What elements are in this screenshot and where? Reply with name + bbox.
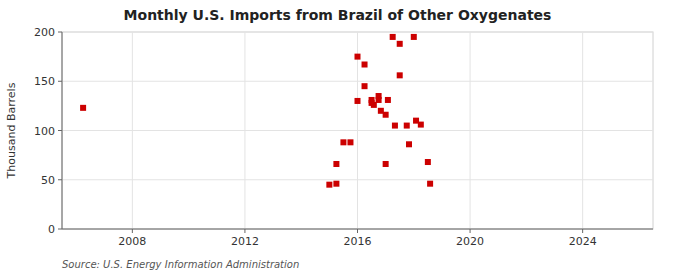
scatter-point — [362, 62, 368, 68]
y-tick — [58, 32, 62, 33]
x-tick-label: 2020 — [456, 235, 484, 248]
scatter-point — [362, 83, 368, 89]
scatter-point — [418, 122, 424, 128]
scatter-point — [427, 181, 433, 187]
chart-svg: 2008 2012 2016 2020 2024 0 50 100 150 200 Thousand… — [0, 0, 675, 275]
scatter-point — [355, 54, 361, 60]
x-tick-label: 2008 — [118, 235, 146, 248]
scatter-point — [425, 159, 431, 165]
scatter-point — [340, 139, 346, 145]
plot-frame — [62, 32, 653, 229]
x-grid-line — [357, 32, 358, 229]
scatter-point — [397, 41, 403, 47]
scatter-point — [326, 182, 332, 188]
scatter-point — [383, 161, 389, 167]
x-tick — [132, 229, 133, 233]
x-grid-line — [132, 32, 133, 229]
scatter-point — [355, 98, 361, 104]
y-tick-label: 150 — [34, 75, 55, 88]
scatter-point — [376, 97, 382, 103]
axes: 2008 2012 2016 2020 2024 0 50 100 150 200 — [34, 26, 597, 248]
scatter-point — [347, 139, 353, 145]
x-grid-line — [470, 32, 471, 229]
y-tick-label: 100 — [34, 125, 55, 138]
x-tick-label: 2016 — [344, 235, 372, 248]
x-tick — [470, 229, 471, 233]
x-grid-line — [582, 32, 583, 229]
y-tick — [58, 130, 62, 131]
y-tick-label: 50 — [41, 174, 55, 187]
y-tick-label: 200 — [34, 26, 55, 39]
points — [80, 34, 433, 188]
x-tick — [244, 229, 245, 233]
scatter-point — [80, 105, 86, 111]
scatter-point — [404, 123, 410, 129]
grid — [62, 32, 653, 229]
y-tick — [58, 81, 62, 82]
y-axis-label: Thousand Barrels — [5, 82, 18, 179]
source-note: Source: U.S. Energy Information Administ… — [62, 259, 299, 270]
scatter-point — [383, 112, 389, 118]
x-tick-label: 2012 — [231, 235, 259, 248]
chart-container: 2008 2012 2016 2020 2024 0 50 100 150 200 Thousand… — [0, 0, 675, 275]
scatter-point — [392, 123, 398, 129]
y-tick — [58, 179, 62, 180]
scatter-point — [333, 181, 339, 187]
x-tick — [582, 229, 583, 233]
scatter-point — [390, 34, 396, 40]
scatter-point — [406, 141, 412, 147]
x-tick-label: 2024 — [569, 235, 597, 248]
chart-title: Monthly U.S. Imports from Brazil of Othe… — [124, 7, 552, 23]
scatter-point — [411, 34, 417, 40]
scatter-point — [385, 97, 391, 103]
scatter-point — [397, 72, 403, 78]
x-grid-line — [244, 32, 245, 229]
x-tick — [357, 229, 358, 233]
y-tick-label: 0 — [48, 223, 55, 236]
scatter-point — [333, 161, 339, 167]
y-tick — [58, 229, 62, 230]
